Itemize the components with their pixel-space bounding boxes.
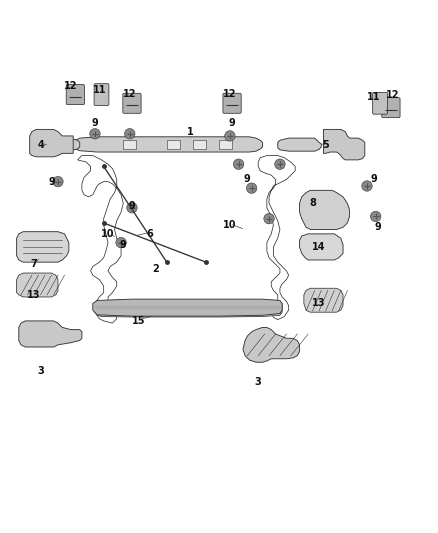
Text: 10: 10 <box>223 220 237 230</box>
Text: 12: 12 <box>223 88 237 99</box>
Circle shape <box>124 128 135 139</box>
Text: 7: 7 <box>31 260 37 269</box>
FancyBboxPatch shape <box>66 85 85 104</box>
Text: 2: 2 <box>152 264 159 273</box>
Polygon shape <box>30 130 73 157</box>
Text: 12: 12 <box>123 88 137 99</box>
Circle shape <box>225 131 235 141</box>
Text: 11: 11 <box>92 85 106 95</box>
Polygon shape <box>95 302 282 317</box>
Circle shape <box>116 237 126 248</box>
Text: 10: 10 <box>101 229 115 239</box>
Circle shape <box>362 181 372 191</box>
Text: 11: 11 <box>367 92 380 102</box>
Polygon shape <box>300 234 343 260</box>
Polygon shape <box>93 299 282 316</box>
Polygon shape <box>219 140 232 149</box>
Polygon shape <box>278 138 321 151</box>
Text: 15: 15 <box>132 316 145 326</box>
Text: 9: 9 <box>92 118 99 128</box>
Polygon shape <box>73 137 262 152</box>
Circle shape <box>90 128 100 139</box>
Text: 3: 3 <box>255 377 261 387</box>
Text: 9: 9 <box>244 174 251 184</box>
Circle shape <box>275 159 285 169</box>
Text: 9: 9 <box>374 222 381 232</box>
Text: 9: 9 <box>48 176 55 187</box>
Text: 8: 8 <box>309 198 316 208</box>
Polygon shape <box>243 327 300 362</box>
Text: 12: 12 <box>64 81 78 91</box>
Polygon shape <box>323 130 365 160</box>
Polygon shape <box>19 321 82 347</box>
Polygon shape <box>123 140 136 149</box>
FancyBboxPatch shape <box>223 93 241 114</box>
Polygon shape <box>167 140 180 149</box>
Polygon shape <box>193 140 206 149</box>
FancyBboxPatch shape <box>94 84 109 106</box>
FancyBboxPatch shape <box>382 98 400 118</box>
Circle shape <box>247 183 257 193</box>
Circle shape <box>233 159 244 169</box>
Circle shape <box>264 213 274 224</box>
Circle shape <box>127 203 137 213</box>
Polygon shape <box>41 138 80 150</box>
Text: 13: 13 <box>27 290 41 300</box>
Text: 9: 9 <box>129 200 135 211</box>
Text: 1: 1 <box>187 126 194 136</box>
Text: 3: 3 <box>37 366 44 376</box>
Circle shape <box>53 176 63 187</box>
Text: 9: 9 <box>229 118 236 128</box>
Text: 6: 6 <box>146 229 153 239</box>
Text: 4: 4 <box>37 140 44 150</box>
Polygon shape <box>304 288 343 312</box>
Text: 5: 5 <box>322 140 329 150</box>
Text: 13: 13 <box>311 298 325 309</box>
Circle shape <box>371 211 381 222</box>
Polygon shape <box>17 273 58 297</box>
Text: 9: 9 <box>370 174 377 184</box>
Text: 9: 9 <box>120 240 127 250</box>
FancyBboxPatch shape <box>123 93 141 114</box>
Polygon shape <box>17 232 69 262</box>
Text: 12: 12 <box>386 91 400 100</box>
Text: 14: 14 <box>312 242 326 252</box>
Polygon shape <box>300 190 350 230</box>
FancyBboxPatch shape <box>373 92 388 114</box>
